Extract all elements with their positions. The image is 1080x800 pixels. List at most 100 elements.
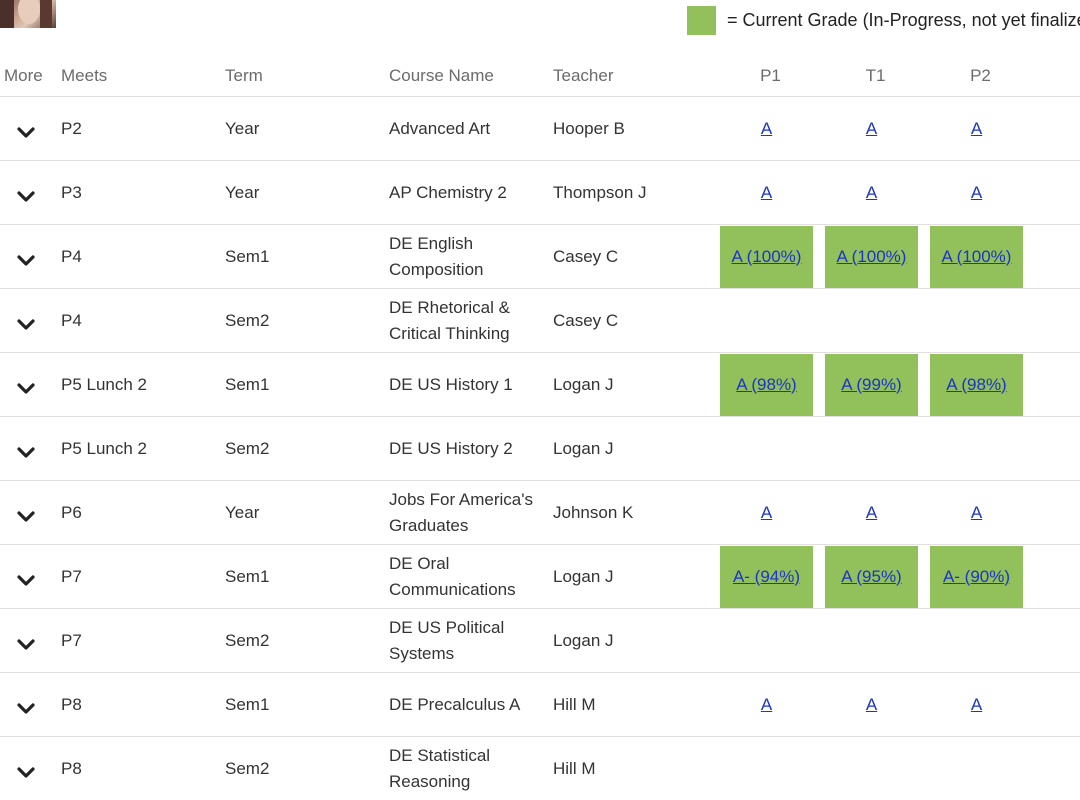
grade-link-t1[interactable]: A [865, 118, 878, 138]
course-name-cell: Advanced Art [389, 96, 553, 161]
grade-cell-p2 [928, 288, 1033, 353]
grade-link-p1[interactable]: A (100%) [731, 246, 802, 266]
header-p1[interactable]: P1 [718, 55, 823, 97]
grade-cell-t2: A [1033, 352, 1080, 417]
teacher-cell: Thompson J [553, 160, 718, 225]
grade-cell-t1: A [823, 96, 928, 161]
term-cell: Year [225, 96, 389, 161]
grade-cell-p2: A (100%) [928, 224, 1033, 289]
course-name-cell: AP Chemistry 2 [389, 160, 553, 225]
grade-link-p2[interactable]: A (98%) [946, 374, 1007, 394]
course-name-cell: DE Precalculus A [389, 672, 553, 737]
header-t1[interactable]: T1 [823, 55, 928, 97]
teacher-cell: Casey C [553, 224, 718, 289]
avatar-face [18, 0, 40, 24]
grade-cell-t2: A [1033, 480, 1080, 545]
chevron-down-icon[interactable] [16, 570, 36, 586]
grade-cell-p1: A (98%) [718, 352, 823, 417]
meets-cell: P6 [61, 480, 225, 545]
current-grade-box: A (98%) [720, 353, 813, 416]
chevron-down-icon[interactable] [16, 762, 36, 778]
meets-cell: P5 Lunch 2 [61, 352, 225, 417]
term-cell: Sem2 [225, 288, 389, 353]
current-grade-box: A- (94%) [720, 545, 813, 608]
grade-link-t1[interactable]: A (95%) [841, 566, 902, 586]
grade-link-t1[interactable]: A (100%) [836, 246, 907, 266]
more-cell [0, 672, 61, 737]
grade-cell-p1 [718, 416, 823, 481]
grade-cell-t2 [1033, 416, 1080, 481]
current-grade-box: A (98%) [930, 353, 1023, 416]
header-teacher[interactable]: Teacher [553, 55, 718, 97]
grade-link-p1[interactable]: A [760, 118, 773, 138]
grade-link-t1[interactable]: A [865, 694, 878, 714]
chevron-down-icon[interactable] [16, 122, 36, 138]
teacher-cell: Johnson K [553, 480, 718, 545]
course-name-cell: DE US Political Systems [389, 608, 553, 673]
header-p2[interactable]: P2 [928, 55, 1033, 97]
legend-swatch [687, 5, 716, 35]
header-course-name[interactable]: Course Name [389, 55, 553, 97]
chevron-down-icon[interactable] [16, 250, 36, 266]
grade-cell-p2 [928, 608, 1033, 673]
grade-cell-p1: A [718, 672, 823, 737]
grade-link-p2[interactable]: A [970, 118, 983, 138]
grade-link-p1[interactable]: A [760, 502, 773, 522]
chevron-down-icon[interactable] [16, 506, 36, 522]
grade-link-t1[interactable]: A [865, 502, 878, 522]
grade-link-p1[interactable]: A [760, 182, 773, 202]
more-cell [0, 288, 61, 353]
header-t2[interactable]: T2 [1033, 55, 1080, 97]
more-cell [0, 352, 61, 417]
grade-cell-p2 [928, 736, 1033, 800]
grade-link-p2[interactable]: A- (90%) [942, 566, 1011, 586]
grade-link-t1[interactable]: A [865, 182, 878, 202]
avatar-hair [0, 0, 14, 28]
grade-link-p1[interactable]: A [760, 694, 773, 714]
chevron-down-icon[interactable] [16, 442, 36, 458]
avatar[interactable] [0, 0, 56, 28]
grade-cell-p1: A (100%) [718, 224, 823, 289]
grade-cell-p1: A- (94%) [718, 544, 823, 609]
header-meets[interactable]: Meets [61, 55, 225, 97]
chevron-down-icon[interactable] [16, 186, 36, 202]
grade-box: A [720, 482, 813, 544]
grade-link-p2[interactable]: A [970, 182, 983, 202]
grade-cell-t1 [823, 608, 928, 673]
term-cell: Sem2 [225, 608, 389, 673]
grade-link-p2[interactable]: A [970, 694, 983, 714]
grade-cell-t1 [823, 288, 928, 353]
grade-box: A [930, 482, 1023, 544]
grade-link-p1[interactable]: A- (94%) [732, 566, 801, 586]
teacher-cell: Casey C [553, 288, 718, 353]
grade-cell-t2: A [1033, 160, 1080, 225]
term-cell: Sem2 [225, 736, 389, 800]
more-cell [0, 416, 61, 481]
grade-link-t1[interactable]: A (99%) [841, 374, 902, 394]
grade-box: A [930, 674, 1023, 736]
grade-cell-p1 [718, 608, 823, 673]
grade-box: A [825, 482, 918, 544]
grade-link-p2[interactable]: A [970, 502, 983, 522]
grade-link-p1[interactable]: A (98%) [736, 374, 797, 394]
chevron-down-icon[interactable] [16, 698, 36, 714]
grade-cell-t1: A [823, 160, 928, 225]
course-name-cell: Jobs For America's Graduates [389, 480, 553, 545]
header-term[interactable]: Term [225, 55, 389, 97]
chevron-down-icon[interactable] [16, 634, 36, 650]
term-cell: Sem1 [225, 224, 389, 289]
chevron-down-icon[interactable] [16, 314, 36, 330]
grade-box: A [930, 162, 1023, 224]
grade-cell-t1: A (100%) [823, 224, 928, 289]
grade-link-p2[interactable]: A (100%) [941, 246, 1012, 266]
current-grade-box: A- (90%) [930, 545, 1023, 608]
grade-cell-p1: A [718, 96, 823, 161]
grade-cell-p1 [718, 736, 823, 800]
term-cell: Sem1 [225, 544, 389, 609]
table-row: P5 Lunch 2 Sem1 DE US History 1 Logan J A (9… [0, 352, 1080, 417]
grade-box: A [825, 98, 918, 160]
grade-box: A [720, 162, 813, 224]
chevron-down-icon[interactable] [16, 378, 36, 394]
